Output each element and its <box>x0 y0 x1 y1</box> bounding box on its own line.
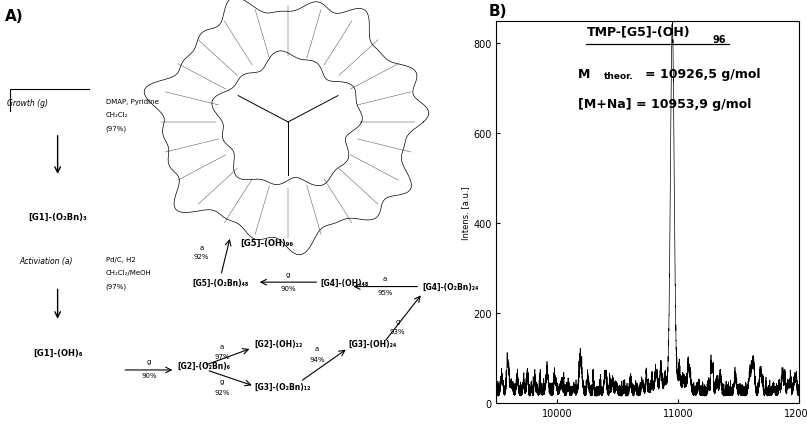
Text: [G1]-(OH)₆: [G1]-(OH)₆ <box>33 348 82 357</box>
Text: [G4]-(OH)₄₈: [G4]-(OH)₄₈ <box>320 278 369 287</box>
Text: TMP-[G5]-(OH): TMP-[G5]-(OH) <box>587 26 691 39</box>
Text: a: a <box>315 346 319 351</box>
Text: [G5]-(OH)₉₆: [G5]-(OH)₉₆ <box>240 239 293 248</box>
Text: B): B) <box>488 4 507 19</box>
Text: [G1]-(Ο₂Bn)₃: [G1]-(Ο₂Bn)₃ <box>28 212 87 222</box>
Text: (97%): (97%) <box>106 125 127 131</box>
Text: a: a <box>383 276 387 281</box>
Text: CH₂Cl₂/MeOH: CH₂Cl₂/MeOH <box>106 269 152 276</box>
Text: theor.: theor. <box>604 72 633 81</box>
Text: [G5]-(O₂Bn)₄₈: [G5]-(O₂Bn)₄₈ <box>192 278 249 287</box>
Text: [G2]-(O₂Bn)₆: [G2]-(O₂Bn)₆ <box>178 361 231 370</box>
Text: 92%: 92% <box>214 389 229 395</box>
Text: [M+Na] = 10953,9 g/mol: [M+Na] = 10953,9 g/mol <box>578 98 751 111</box>
Text: 92%: 92% <box>194 254 210 259</box>
Text: M: M <box>578 67 591 81</box>
Text: 90%: 90% <box>141 373 157 378</box>
Text: 93%: 93% <box>390 328 405 334</box>
Text: Pd/C, H2: Pd/C, H2 <box>106 256 136 262</box>
Text: A): A) <box>5 9 23 24</box>
Text: (97%): (97%) <box>106 283 127 289</box>
Text: 96: 96 <box>713 35 726 45</box>
Text: [G2]-(OH)₁₂: [G2]-(OH)₁₂ <box>254 339 303 348</box>
Text: = 10926,5 g/mol: = 10926,5 g/mol <box>645 67 760 81</box>
Text: DMAP, Pyridine: DMAP, Pyridine <box>106 99 158 105</box>
Text: [G3]-(OH)₂₄: [G3]-(OH)₂₄ <box>348 339 396 348</box>
Text: [G3]-(O₂Bn)₁₂: [G3]-(O₂Bn)₁₂ <box>254 382 311 391</box>
Text: [G4]-(O₂Bn)₂₄: [G4]-(O₂Bn)₂₄ <box>423 283 479 291</box>
Y-axis label: Intens. [a.u.]: Intens. [a.u.] <box>461 186 470 239</box>
Text: Activiation (a): Activiation (a) <box>19 256 73 265</box>
Text: g: g <box>286 271 291 277</box>
Text: CH₂Cl₂: CH₂Cl₂ <box>106 112 128 118</box>
Text: Growth (g): Growth (g) <box>7 99 48 107</box>
Text: 94%: 94% <box>309 357 324 362</box>
Text: 97%: 97% <box>214 353 230 359</box>
Text: a: a <box>220 343 224 349</box>
Text: 90%: 90% <box>280 285 296 291</box>
Text: g: g <box>220 378 224 384</box>
Text: g: g <box>395 318 399 324</box>
Text: g: g <box>147 359 151 364</box>
Text: a: a <box>199 245 204 251</box>
Text: 95%: 95% <box>378 290 393 295</box>
